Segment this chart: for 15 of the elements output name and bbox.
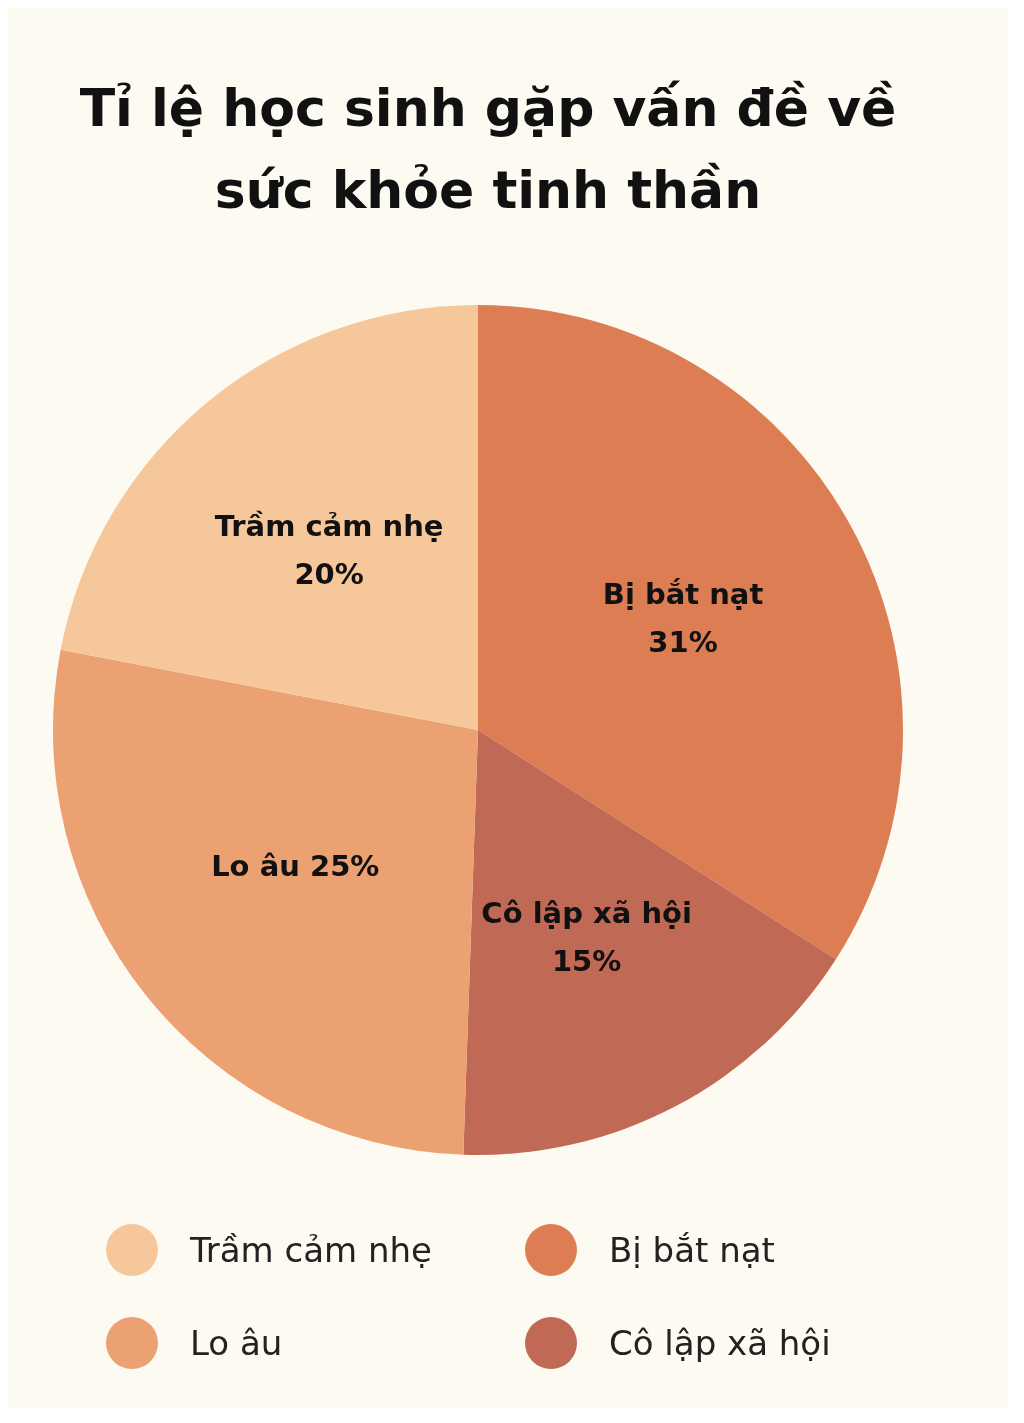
- slice-label: Cô lập xã hội: [481, 895, 692, 930]
- legend-label: Trầm cảm nhẹ: [189, 1230, 432, 1270]
- pie-slice: [60, 305, 478, 730]
- data-label: 20%: [294, 556, 364, 591]
- chart-title: Tỉ lệ học sinh gặp vấn đề về sức khỏe tinh thần: [79, 78, 897, 220]
- category-label: Lo âu 25%: [211, 848, 380, 883]
- legend-label: Bị bắt nạt: [609, 1230, 775, 1270]
- legend-label: Cô lập xã hội: [609, 1323, 831, 1363]
- slice-label: Bị bắt nạt: [602, 576, 764, 611]
- slice-label: Trầm cảm nhẹ: [214, 508, 444, 543]
- pie-slice: [53, 649, 478, 1155]
- data-label: 15%: [551, 943, 622, 978]
- data-label: 31%: [648, 624, 718, 659]
- pie-slice: [463, 730, 836, 1155]
- legend-label: Lo âu: [190, 1323, 283, 1363]
